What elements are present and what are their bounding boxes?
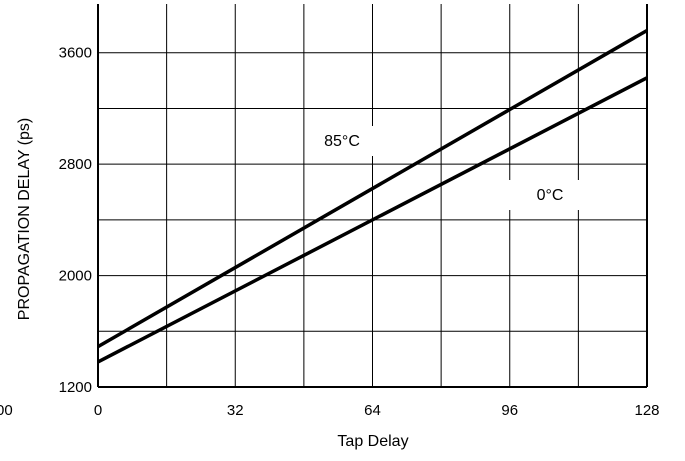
series-label-85c: 85°C <box>324 133 360 150</box>
y-axis-title: PROPAGATION DELAY (ps) <box>16 118 33 320</box>
x-axis-title: Tap Delay <box>337 433 408 450</box>
x-tick-label: 0 <box>94 402 102 419</box>
left-edge-label: 00 <box>0 402 13 419</box>
x-tick-label: 96 <box>501 402 518 419</box>
series-label-0c: 0°C <box>537 187 564 204</box>
y-tick-label: 2000 <box>59 268 92 285</box>
y-tick-label: 3600 <box>59 45 92 62</box>
series-label-0c-box <box>505 180 595 210</box>
y-tick-labels: 1200 2000 2800 3600 <box>59 45 92 396</box>
x-tick-label: 32 <box>227 402 244 419</box>
x-tick-label: 64 <box>364 402 381 419</box>
series-labels: 85°C 0°C <box>306 126 595 210</box>
x-tick-label: 128 <box>634 402 659 419</box>
x-tick-labels: 0 32 64 96 128 <box>94 402 660 419</box>
y-tick-label: 1200 <box>59 379 92 396</box>
series-lines <box>97 28 648 364</box>
series-line-0c <box>97 76 648 364</box>
series-label-85c-box <box>306 126 378 156</box>
series-line-85c <box>97 28 648 349</box>
y-tick-label: 2800 <box>59 156 92 173</box>
